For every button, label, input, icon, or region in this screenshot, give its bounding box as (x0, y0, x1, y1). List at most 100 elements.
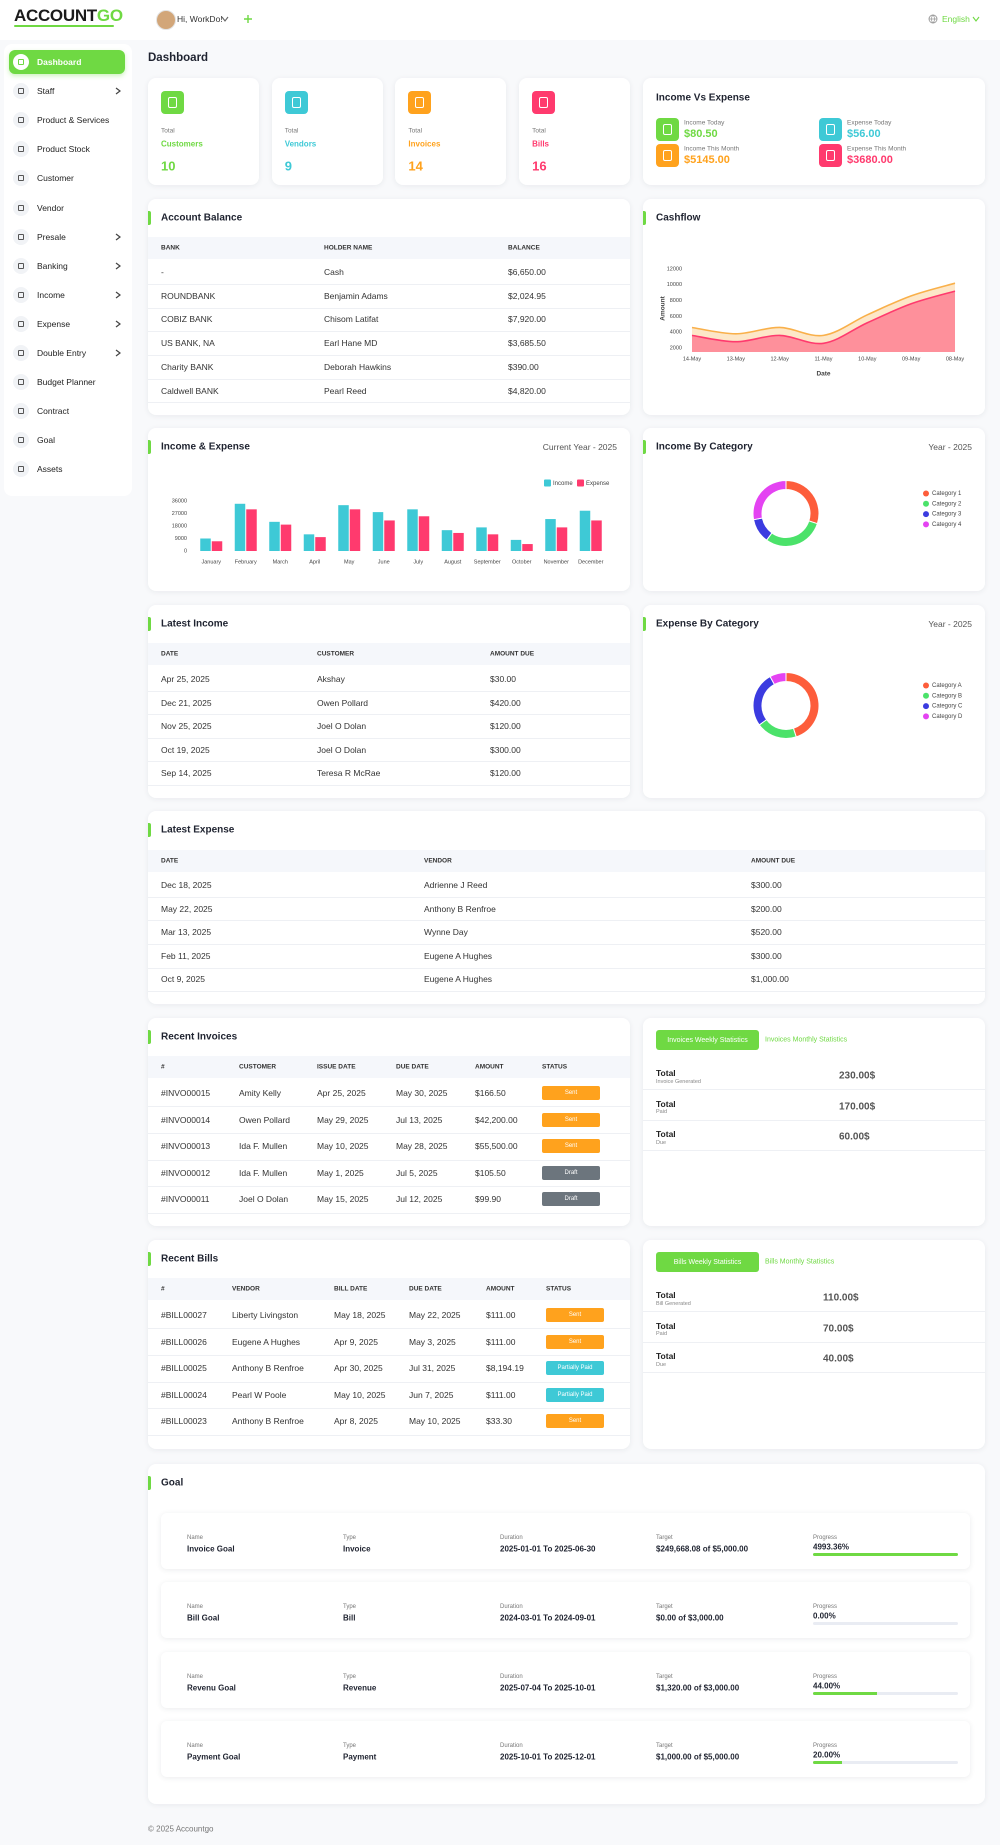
goal-field-label: Progress (813, 1673, 838, 1680)
card-title: Income & Expense (161, 441, 250, 453)
active-tab[interactable]: Bills Weekly Statistics (656, 1252, 759, 1272)
card-title: Latest Expense (161, 824, 235, 836)
chart-subtitle: Year - 2025 (928, 442, 972, 452)
goal-field-value: 0.00% (813, 1611, 836, 1621)
chevron (115, 262, 121, 270)
legend-label: Category 3 (932, 512, 962, 518)
footer: © 2025 Accountgo (148, 1824, 214, 1834)
x-tick-label: 12-May (770, 356, 789, 362)
menu-label: Customer (37, 173, 74, 184)
legend-dot (923, 521, 929, 528)
table-cell: Apr 25, 2025 (161, 674, 210, 684)
row-divider (148, 1328, 630, 1330)
row-divider (643, 1311, 985, 1312)
summary-value: $56.00 (847, 128, 881, 140)
menu-label: Banking (37, 260, 68, 271)
column-header: BILL DATE (334, 1285, 368, 1293)
legend-dot (923, 703, 929, 710)
table-cell: May 22, 2025 (409, 1310, 461, 1320)
goal-field-value: Payment (343, 1752, 377, 1762)
stat-title: Bills (532, 139, 549, 149)
stat-row-label: Total (656, 1351, 676, 1362)
x-tick-label: August (444, 559, 462, 565)
y-tick-label: 0 (184, 548, 187, 554)
card-title: Expense By Category (656, 618, 759, 630)
row-divider (148, 283, 630, 285)
chevron-icon (115, 87, 121, 95)
table-cell: $420.00 (490, 697, 521, 708)
avatar (156, 10, 176, 30)
menu-glyph (18, 320, 24, 327)
chevron (115, 87, 121, 95)
table-cell: Apr 8, 2025 (334, 1416, 378, 1427)
column-header: DATE (161, 857, 179, 865)
bar (407, 509, 418, 551)
goal-field-label: Name (187, 1535, 204, 1541)
table-cell: Owen Pollard (239, 1114, 291, 1125)
stat-label: Total (284, 127, 299, 135)
legend-label: Category B (932, 693, 962, 699)
row-divider (148, 1106, 630, 1108)
row-divider (148, 331, 630, 333)
globe-lines (929, 14, 937, 24)
bar (269, 521, 280, 551)
column-header: ISSUE DATE (317, 1063, 356, 1071)
table-cell: Charity BANK (161, 361, 214, 372)
table-cell: Jul 5, 2025 (396, 1167, 438, 1178)
table-cell: May 10, 2025 (409, 1416, 461, 1427)
active-tab[interactable]: Invoices Weekly Statistics (656, 1030, 759, 1050)
row-divider (643, 1372, 985, 1374)
bar (372, 512, 384, 551)
goal-field-label: Type (343, 1535, 357, 1541)
summary-label: Expense Today (847, 119, 892, 127)
table-cell: $120.00 (490, 768, 521, 778)
column-header: # (161, 1063, 165, 1071)
menu-glyph (18, 466, 24, 473)
tab[interactable]: Bills Monthly Statistics (765, 1258, 835, 1266)
table-cell: Oct 19, 2025 (161, 744, 210, 755)
status-badge: Partially Paid (546, 1387, 604, 1402)
x-tick-label: February (235, 559, 257, 565)
summary-glyph (663, 123, 672, 135)
chart-card: Income & Expense Current Year - 2025 0 9000… (148, 428, 630, 591)
bar (280, 524, 292, 551)
stat-icon (161, 91, 184, 114)
menu-label: Product & Services (37, 115, 110, 126)
row-divider (148, 1212, 630, 1214)
chevron (115, 320, 121, 328)
logo-underline (14, 25, 114, 27)
stat-row-label: Total (656, 1068, 676, 1078)
card-title: Account Balance (161, 212, 243, 224)
menu-glyph (18, 146, 24, 153)
table-cell: Jul 31, 2025 (409, 1363, 456, 1374)
table-header (148, 1056, 630, 1078)
bar (476, 527, 487, 551)
menu-icon (13, 83, 29, 100)
x-tick-label: October (512, 559, 532, 565)
legend-dot (923, 692, 929, 699)
goal-field-value: Bill Goal (187, 1613, 220, 1623)
goal-field-label: Target (656, 1535, 673, 1541)
y-tick-label: 36000 (172, 498, 187, 504)
statistics-card: Invoices Weekly Statistics Invoices Month… (643, 1018, 985, 1226)
goal-field-label: Target (656, 1604, 673, 1611)
status-badge: Sent (546, 1414, 604, 1429)
menu-label: Expense (37, 318, 71, 329)
goal-field-value: 2025-07-04 To 2025-10-01 (500, 1683, 596, 1693)
goal-field-label: Progress (813, 1535, 838, 1541)
summary-label: Income Today (684, 119, 725, 127)
table-cell: #INVO00015 (161, 1088, 211, 1098)
donut-slice (752, 479, 787, 521)
stat-row-value: 70.00$ (823, 1323, 854, 1335)
table-cell: Sep 14, 2025 (161, 768, 212, 778)
stat-card: Total Vendors 9 (271, 78, 383, 185)
chevron-icon (115, 320, 121, 328)
legend-dot (923, 500, 929, 507)
menu-icon (13, 170, 29, 187)
goal-field-value: 20.00% (813, 1750, 841, 1760)
bar (211, 541, 223, 551)
donut-slice (752, 675, 776, 726)
row-divider (643, 1150, 985, 1152)
area-line (691, 290, 956, 345)
tab[interactable]: Invoices Monthly Statistics (765, 1036, 848, 1044)
